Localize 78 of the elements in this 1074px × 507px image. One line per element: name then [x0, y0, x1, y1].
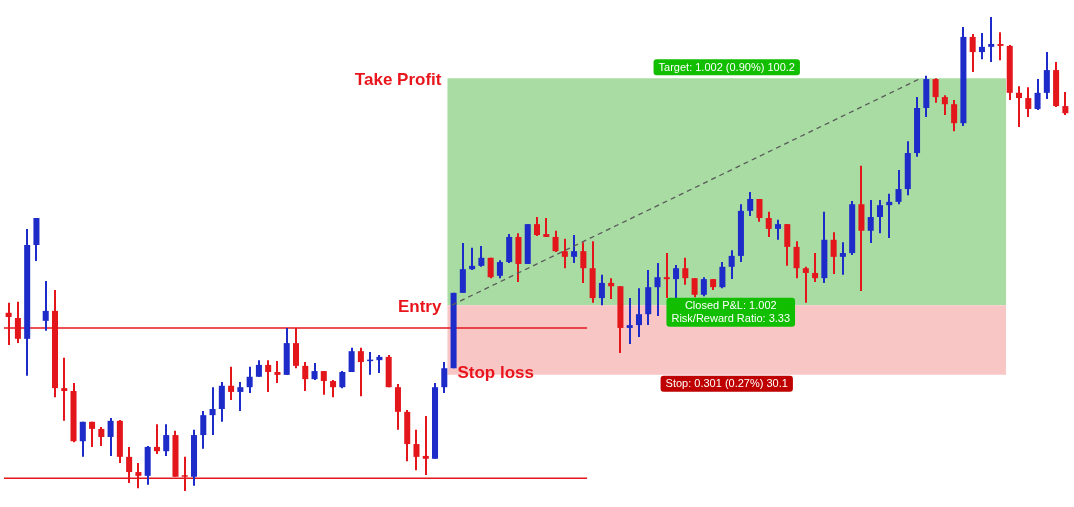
candlestick — [413, 428, 420, 472]
candlestick — [89, 420, 96, 448]
candlestick — [422, 415, 429, 476]
candlestick — [608, 277, 615, 301]
annotation: Closed P&L: 1.002 Risk/Reward Ratio: 3.33 — [671, 299, 791, 325]
candlestick — [886, 192, 893, 239]
candlestick — [1043, 51, 1050, 100]
candlestick — [496, 259, 503, 280]
candlestick — [941, 94, 948, 117]
candlestick — [1025, 86, 1032, 119]
candlestick — [209, 386, 216, 437]
candlestick — [932, 77, 939, 104]
candlestick — [580, 241, 587, 284]
candlestick — [274, 360, 281, 384]
candlestick — [441, 361, 448, 394]
candlestick — [79, 420, 86, 458]
candlestick — [839, 241, 846, 276]
candlestick — [978, 32, 985, 61]
candlestick — [812, 252, 819, 283]
candlestick — [218, 380, 225, 423]
candlestick — [598, 273, 605, 307]
candlestick — [561, 237, 568, 270]
band-label: Stop: 0.301 (0.27%) 30.1 — [665, 377, 788, 390]
candlestick — [265, 359, 272, 393]
candlestick — [42, 280, 49, 332]
band-label: Target: 1.002 (0.90%) 100.2 — [658, 60, 795, 73]
candlestick — [348, 346, 355, 374]
candlestick — [478, 244, 485, 268]
candlestick — [320, 370, 327, 396]
candlestick — [469, 246, 476, 272]
candlestick — [228, 365, 235, 401]
candlestick — [1062, 90, 1069, 117]
candlestick — [543, 216, 550, 238]
candlestick — [728, 249, 735, 281]
annotation: Take Profit — [354, 69, 442, 89]
candlestick — [756, 198, 763, 223]
candlestick — [302, 361, 309, 392]
candlestick — [626, 297, 633, 346]
candlestick — [200, 409, 207, 450]
candlestick — [357, 346, 364, 398]
candlestick — [237, 380, 244, 412]
candlestick — [1034, 78, 1041, 111]
candlestick — [867, 198, 874, 245]
candlestick — [876, 198, 883, 235]
candlestick — [700, 276, 707, 298]
candlestick — [673, 263, 680, 300]
candlestick — [635, 287, 642, 338]
candlestick — [793, 240, 800, 280]
candlestick — [246, 365, 253, 394]
candlestick — [153, 423, 160, 456]
candlestick — [61, 356, 68, 422]
candlestick — [533, 216, 541, 237]
candlestick — [719, 261, 726, 290]
annotation: Entry — [397, 296, 442, 316]
candlestick — [765, 210, 772, 238]
candlestick — [107, 417, 114, 457]
candlestick — [895, 169, 902, 206]
candlestick — [376, 353, 383, 374]
candlestick — [1016, 85, 1023, 128]
candlestick — [163, 423, 170, 457]
candlestick — [98, 426, 105, 447]
candlestick — [571, 234, 578, 265]
candlestick — [775, 218, 782, 241]
candlestick — [552, 229, 559, 254]
candlestick — [654, 262, 661, 318]
candlestick — [682, 256, 689, 286]
candlestick — [663, 252, 670, 300]
candlestick — [830, 231, 837, 275]
annotation: Stop loss — [457, 362, 534, 382]
candlestick — [951, 98, 958, 133]
candlestick — [747, 190, 754, 218]
candlestick — [784, 223, 791, 267]
candlestick — [997, 31, 1004, 62]
candlestick — [969, 33, 976, 73]
candlestick — [691, 277, 698, 299]
candlestick — [802, 265, 809, 304]
candlestick — [459, 242, 466, 294]
candlestick — [988, 16, 995, 64]
